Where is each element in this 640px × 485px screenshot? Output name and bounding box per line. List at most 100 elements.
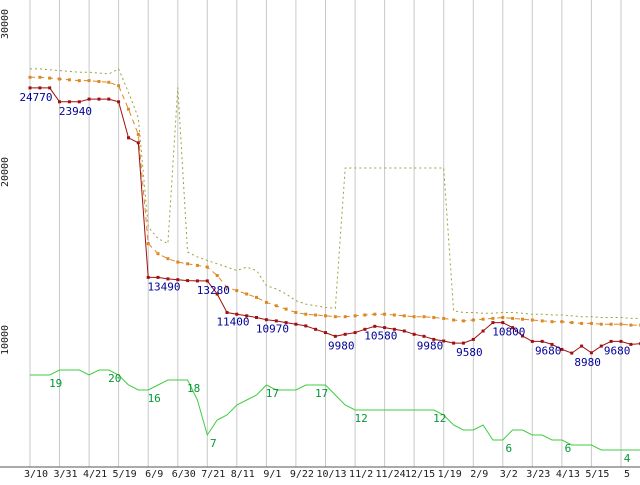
- avg-price-marker: [255, 296, 258, 299]
- min-price-marker: [413, 333, 416, 336]
- min-price-marker: [580, 345, 583, 348]
- min-price-marker: [304, 324, 307, 327]
- avg-price-marker: [265, 301, 268, 304]
- min-price-marker: [482, 330, 485, 333]
- price-point-label: 10800: [492, 326, 525, 339]
- min-price-marker: [68, 100, 71, 103]
- min-price-marker: [324, 331, 327, 334]
- min-price-marker: [452, 342, 455, 345]
- min-price-marker: [48, 86, 51, 89]
- min-price-marker: [462, 342, 465, 345]
- avg-price-marker: [78, 79, 81, 82]
- avg-price-marker: [304, 313, 307, 316]
- avg-price-marker: [334, 315, 337, 318]
- min-price-marker: [255, 316, 258, 319]
- price-point-label: 10970: [256, 323, 289, 336]
- store-count-line: [30, 370, 640, 450]
- avg-price-marker: [137, 133, 140, 136]
- avg-price-marker: [294, 311, 297, 314]
- min-price-marker: [147, 276, 150, 279]
- avg-price-marker: [38, 76, 41, 79]
- price-point-label: 10580: [364, 329, 397, 342]
- min-price-marker: [58, 100, 61, 103]
- y-tick-label: 10000: [0, 325, 11, 355]
- avg-price-marker: [58, 78, 61, 81]
- avg-price-marker: [432, 316, 435, 319]
- x-tick-label: 2/9: [470, 469, 488, 480]
- avg-price-marker: [610, 323, 613, 326]
- x-tick-label: 9/22: [290, 469, 314, 480]
- min-price-marker: [314, 328, 317, 331]
- avg-price-marker: [570, 321, 573, 324]
- avg-price-marker: [235, 289, 238, 292]
- min-price-marker: [354, 331, 357, 334]
- avg-price-marker: [147, 242, 150, 245]
- x-tick-label: 3/10: [24, 469, 48, 480]
- count-point-label: 20: [108, 372, 121, 385]
- price-point-label: 9680: [604, 344, 631, 357]
- avg-price-marker: [196, 264, 199, 267]
- x-tick-label: 12/15: [405, 469, 435, 480]
- x-tick-label: 5/19: [113, 469, 137, 480]
- price-point-label: 9980: [417, 339, 444, 352]
- x-tick-label: 7/21: [201, 469, 225, 480]
- avg-price-marker: [383, 313, 386, 316]
- avg-price-marker: [501, 316, 504, 319]
- avg-price-marker: [117, 84, 120, 87]
- avg-price-marker: [166, 257, 169, 260]
- price-point-label: 24770: [19, 91, 52, 104]
- min-price-marker: [501, 321, 504, 324]
- min-price-marker: [610, 340, 613, 343]
- min-price-marker: [344, 333, 347, 336]
- min-price-marker: [107, 98, 110, 101]
- price-point-label: 8980: [574, 356, 601, 369]
- min-price-marker: [127, 136, 130, 139]
- y-tick-label: 30000: [0, 9, 11, 39]
- y-axis-labels: 30000 20000 10000: [0, 9, 11, 355]
- count-point-label: 18: [187, 382, 200, 395]
- avg-price-marker: [531, 319, 534, 322]
- x-tick-label: 6/30: [172, 469, 196, 480]
- avg-price-marker: [127, 108, 130, 111]
- x-tick-label: 3/31: [53, 469, 77, 480]
- avg-price-line: [30, 77, 640, 325]
- avg-price-series: [29, 76, 640, 327]
- avg-price-marker: [186, 262, 189, 265]
- avg-price-marker: [324, 314, 327, 317]
- avg-price-marker: [393, 314, 396, 317]
- x-tick-label: 5/15: [585, 469, 609, 480]
- count-point-label: 17: [315, 387, 328, 400]
- price-point-label: 9980: [328, 339, 355, 352]
- y-tick-label: 20000: [0, 157, 11, 187]
- min-price-marker: [423, 335, 426, 338]
- price-point-label: 13490: [147, 280, 180, 293]
- avg-price-marker: [590, 322, 593, 325]
- min-price-series: [29, 86, 640, 354]
- avg-price-marker: [521, 318, 524, 321]
- min-price-marker: [117, 100, 120, 103]
- avg-price-marker: [216, 274, 219, 277]
- x-tick-label: 5: [624, 469, 630, 480]
- min-price-marker: [600, 345, 603, 348]
- count-point-label: 12: [354, 412, 367, 425]
- avg-price-marker: [98, 80, 101, 83]
- avg-price-marker: [491, 317, 494, 320]
- avg-price-marker: [423, 315, 426, 318]
- min-price-marker: [137, 141, 140, 144]
- x-tick-label: 9/1: [263, 469, 281, 480]
- min-price-marker: [491, 321, 494, 324]
- avg-price-marker: [275, 304, 278, 307]
- avg-price-marker: [285, 308, 288, 311]
- avg-price-marker: [511, 317, 514, 320]
- count-point-label: 16: [148, 392, 161, 405]
- min-price-marker: [373, 325, 376, 328]
- min-price-marker: [38, 86, 41, 89]
- avg-price-marker: [363, 314, 366, 317]
- price-point-label: 9680: [535, 344, 562, 357]
- x-tick-label: 3/2: [500, 469, 518, 480]
- x-tick-label: 4/21: [83, 469, 107, 480]
- x-tick-label: 6/9: [145, 469, 163, 480]
- count-point-label: 19: [49, 377, 62, 390]
